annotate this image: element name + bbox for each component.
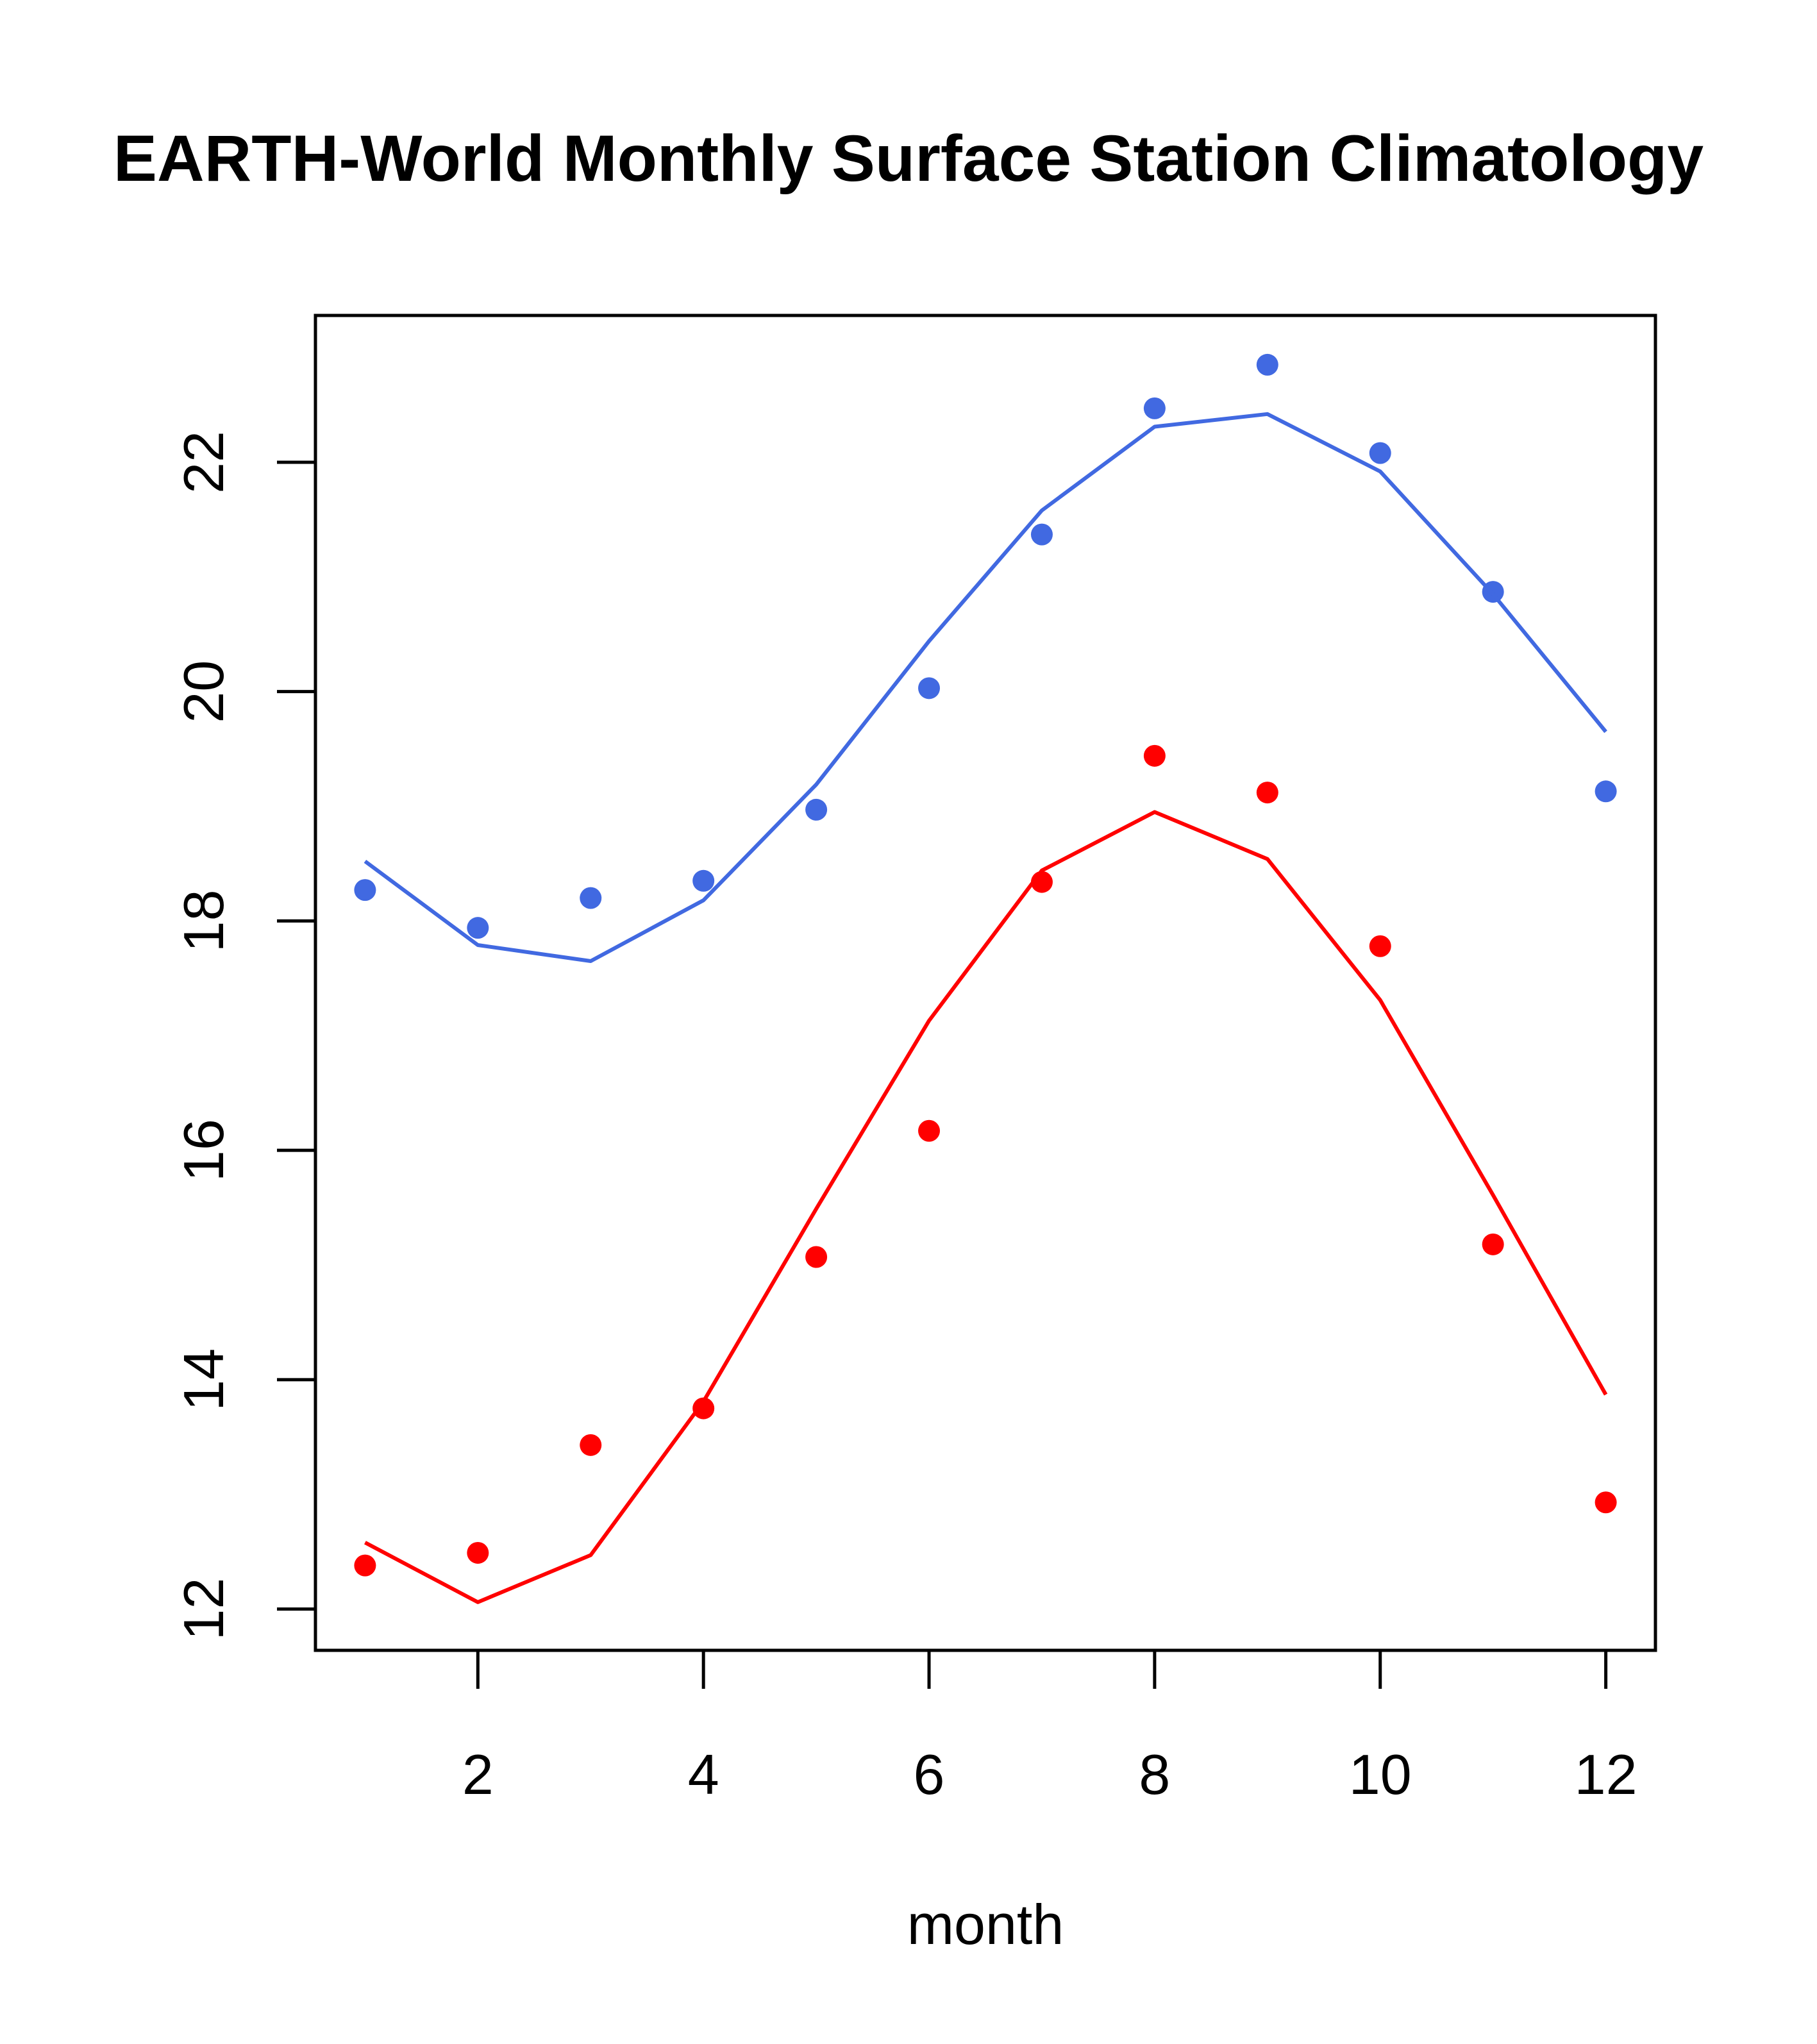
red-points xyxy=(354,744,1617,1577)
blue-points-point-8 xyxy=(1143,397,1166,419)
red-points-point-6 xyxy=(918,1119,941,1142)
blue-points-point-3 xyxy=(580,887,602,909)
blue-points-point-12 xyxy=(1595,780,1617,803)
red-points-point-12 xyxy=(1595,1491,1617,1514)
y-tick-label: 20 xyxy=(172,660,235,723)
y-axis: 12 14 16 18 20 22 xyxy=(172,431,315,1641)
blue-points-point-9 xyxy=(1256,353,1278,376)
red-points-point-4 xyxy=(692,1397,715,1420)
blue-points-point-7 xyxy=(1030,523,1053,546)
red-points-point-1 xyxy=(354,1554,376,1577)
red-points-point-3 xyxy=(580,1434,602,1456)
red-points-point-10 xyxy=(1369,935,1391,957)
x-tick-label: 8 xyxy=(1139,1743,1170,1806)
red-points-point-11 xyxy=(1482,1233,1504,1255)
plot-frame xyxy=(314,314,1657,1652)
x-axis-label: month xyxy=(907,1893,1064,1956)
y-tick-label: 22 xyxy=(172,431,235,494)
series-layer xyxy=(354,353,1617,1604)
blue-points-point-5 xyxy=(805,798,828,821)
y-tick-label: 14 xyxy=(172,1348,235,1411)
y-tick-label: 12 xyxy=(172,1578,235,1641)
red-line xyxy=(364,810,1608,1604)
x-tick-label: 10 xyxy=(1349,1743,1412,1806)
y-tick-label: 16 xyxy=(172,1119,235,1182)
blue-line xyxy=(364,412,1607,963)
x-tick-label: 12 xyxy=(1575,1743,1637,1806)
chart-title: EARTH-World Monthly Surface Station Clim… xyxy=(113,122,1704,195)
blue-points-point-2 xyxy=(467,917,489,939)
blue-points-point-10 xyxy=(1369,442,1391,464)
red-points-point-9 xyxy=(1256,782,1278,804)
blue-points xyxy=(354,353,1617,939)
x-axis: 2 4 6 8 10 12 xyxy=(462,1650,1637,1806)
x-tick-label: 6 xyxy=(914,1743,945,1806)
x-tick-label: 2 xyxy=(462,1743,494,1806)
blue-points-point-1 xyxy=(354,879,376,901)
y-tick-label: 18 xyxy=(172,889,235,952)
blue-points-point-4 xyxy=(692,869,715,892)
red-points-point-5 xyxy=(805,1246,828,1268)
red-points-point-2 xyxy=(467,1541,489,1564)
x-tick-label: 4 xyxy=(688,1743,719,1806)
red-points-point-8 xyxy=(1143,744,1166,767)
blue-points-point-6 xyxy=(918,677,941,699)
